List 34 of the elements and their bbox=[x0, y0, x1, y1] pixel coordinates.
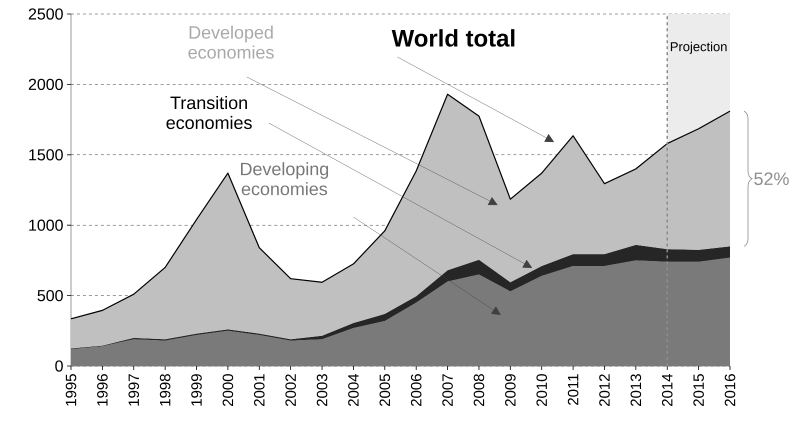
x-tick-label: 1998 bbox=[160, 374, 170, 406]
x-tick-label: 2007 bbox=[442, 374, 453, 406]
x-tick-label: 2006 bbox=[410, 374, 422, 406]
x-tick-label: 1997 bbox=[128, 374, 140, 406]
y-tick-label: 500 bbox=[38, 290, 63, 302]
x-tick-label: 2015 bbox=[693, 374, 704, 406]
band-label: Projection bbox=[670, 42, 727, 54]
x-tick-label: 1996 bbox=[97, 374, 108, 406]
text: Developed economies bbox=[188, 26, 274, 59]
text: 52% bbox=[754, 172, 789, 186]
annotation: World total bbox=[392, 29, 514, 47]
y-tick-label: 0 bbox=[55, 360, 63, 372]
x-tick-label: 2008 bbox=[474, 374, 484, 406]
x-tick-label: 2001 bbox=[254, 374, 265, 406]
x-tick-label: 2011 bbox=[568, 374, 578, 405]
x-tick-label: 2003 bbox=[316, 374, 328, 406]
x-tick-label: 2002 bbox=[285, 374, 296, 406]
y-tick-label: 2000 bbox=[28, 78, 63, 90]
x-tick-label: 1995 bbox=[66, 374, 76, 406]
x-tick-label: 1999 bbox=[191, 374, 202, 406]
text: Transition economies bbox=[166, 96, 252, 130]
x-tick-label: 2009 bbox=[505, 374, 516, 406]
x-tick-label: 2004 bbox=[348, 374, 359, 406]
y-tick-label: 2500 bbox=[28, 8, 63, 20]
x-tick-label: 2005 bbox=[380, 374, 390, 406]
y-tick-label: 1000 bbox=[29, 220, 63, 231]
text: Developing economies bbox=[241, 162, 328, 196]
x-tick-label: 2012 bbox=[599, 374, 610, 406]
x-tick-label: 2000 bbox=[222, 374, 234, 406]
x-tick-label: 2016 bbox=[724, 374, 736, 406]
x-tick-label: 2013 bbox=[630, 374, 642, 406]
x-tick-label: 2014 bbox=[662, 374, 673, 406]
x-tick-label: 2010 bbox=[536, 374, 548, 406]
y-tick-label: 1500 bbox=[29, 149, 63, 160]
